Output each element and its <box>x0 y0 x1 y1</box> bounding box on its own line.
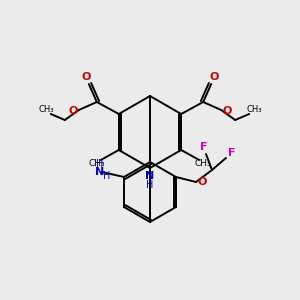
Text: O: O <box>197 177 207 187</box>
Text: F: F <box>200 142 208 152</box>
Text: N: N <box>146 171 154 181</box>
Text: O: O <box>68 106 77 116</box>
Text: O: O <box>81 72 91 82</box>
Text: H: H <box>103 171 111 181</box>
Text: CH₃: CH₃ <box>195 160 211 169</box>
Text: O: O <box>223 106 232 116</box>
Text: H: H <box>146 180 154 190</box>
Text: N: N <box>95 167 105 177</box>
Text: O: O <box>209 72 219 82</box>
Text: F: F <box>228 148 236 158</box>
Text: CH₃: CH₃ <box>88 160 105 169</box>
Text: CH₃: CH₃ <box>38 104 54 113</box>
Text: H: H <box>96 159 104 169</box>
Text: CH₃: CH₃ <box>246 104 262 113</box>
